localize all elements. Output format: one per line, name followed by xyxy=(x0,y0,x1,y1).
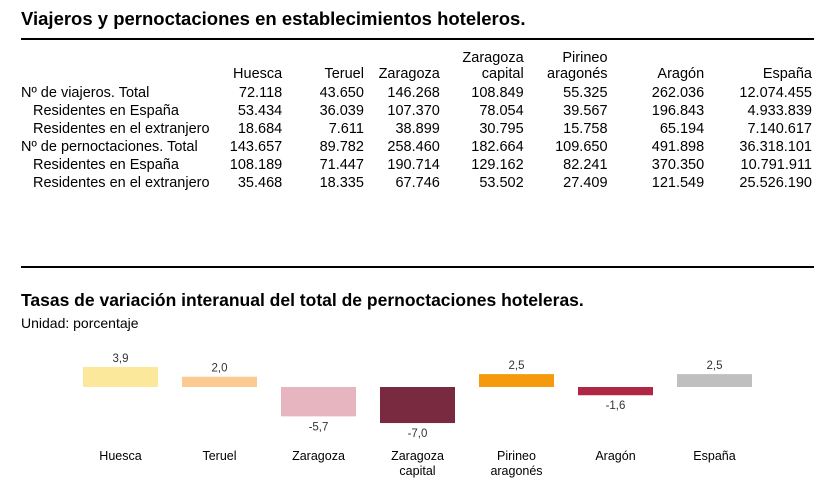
table-cell: 72.118 xyxy=(238,85,283,101)
data-label: -7,0 xyxy=(408,428,428,440)
table-cell: 121.549 xyxy=(651,175,705,191)
bar xyxy=(83,366,158,387)
column-header: Huesca xyxy=(233,66,283,82)
table-cell: 36.318.101 xyxy=(739,139,812,155)
table-row: Residentes en el extranjero 18.684 7.611 38… xyxy=(21,120,814,138)
data-label: 2,0 xyxy=(212,363,228,375)
category-label: España xyxy=(693,449,735,463)
table-cell: 53.434 xyxy=(237,103,283,119)
row-label: Residentes en el extranjero xyxy=(33,121,210,137)
table-cell: 39.567 xyxy=(563,103,608,119)
row-label: Residentes en España xyxy=(33,103,179,119)
row-label: Residentes en el extranjero xyxy=(33,175,210,191)
category-label: capital xyxy=(399,464,435,478)
table-cell: 30.795 xyxy=(479,121,524,137)
table-cell: 65.194 xyxy=(659,121,705,137)
data-label: -1,6 xyxy=(606,400,626,412)
column-header: Aragón xyxy=(657,66,705,82)
table-cell: 108.189 xyxy=(229,157,283,173)
header-corner xyxy=(21,50,212,84)
table-row: Nº de viajeros. Total 72.118 43.650 146.268… xyxy=(21,84,814,102)
chart-unit: Unidad: porcentaje xyxy=(21,315,139,331)
category-label: Aragón xyxy=(595,449,635,463)
bar-chart: 3,9 Huesca 2,0 Teruel -5,7 Zaragoza -7,0 Zarago… xyxy=(83,353,752,478)
row-label: Residentes en España xyxy=(33,157,179,173)
table-cell: 35.468 xyxy=(237,175,283,191)
category-label: Pirineo xyxy=(497,449,536,463)
data-label: 2,5 xyxy=(509,360,525,372)
table-cell: 491.898 xyxy=(651,139,705,155)
table-row: Nº de pernoctaciones. Total 143.657 89.782… xyxy=(21,138,814,156)
category-label: Teruel xyxy=(202,449,236,463)
table-bottom-rule xyxy=(21,266,814,268)
table-row: Residentes en el extranjero 35.468 18.335 6… xyxy=(21,174,814,192)
data-label: 2,5 xyxy=(707,360,723,372)
table-cell: 78.054 xyxy=(479,103,524,119)
bar xyxy=(677,374,752,387)
column-header: Teruel xyxy=(324,66,364,82)
table-cell: 67.746 xyxy=(395,175,440,191)
column-header: España xyxy=(762,66,812,82)
table-cell: 38.899 xyxy=(395,121,440,137)
table-cell: 143.657 xyxy=(229,139,283,155)
table-cell: 182.664 xyxy=(471,139,524,155)
table-cell: 18.335 xyxy=(319,175,364,191)
table-cell: 107.370 xyxy=(387,103,440,119)
table-cell: 4.933.839 xyxy=(747,103,812,119)
table-cell: 55.325 xyxy=(563,85,608,101)
table-row: Residentes en España 53.434 36.039 107.370 7… xyxy=(21,102,814,120)
table-cell: 10.791.911 xyxy=(740,157,813,173)
column-header: Pirineo aragonés xyxy=(547,50,608,82)
table-cell: 89.782 xyxy=(319,139,364,155)
table-cell: 71.447 xyxy=(319,157,364,173)
table-cell: 108.849 xyxy=(471,85,524,101)
category-label: Zaragoza xyxy=(292,449,345,463)
category-label: aragonés xyxy=(490,464,542,478)
table-cell: 129.162 xyxy=(471,157,524,173)
table-cell: 36.039 xyxy=(319,103,364,119)
table-cell: 196.843 xyxy=(651,103,705,119)
data-label: -5,7 xyxy=(309,421,329,433)
row-label: Nº de pernoctaciones. Total xyxy=(21,139,198,155)
table-row: Residentes en España 108.189 71.447 190.714… xyxy=(21,156,814,174)
table-header-row: Huesca Teruel Zaragoza Zaragoza capital P… xyxy=(21,50,814,84)
table-cell: 15.758 xyxy=(563,121,608,137)
table-cell: 82.241 xyxy=(563,157,608,173)
category-label: Huesca xyxy=(99,449,141,463)
row-label: Nº de viajeros. Total xyxy=(21,85,150,101)
column-header: Zaragoza capital xyxy=(462,50,524,82)
table-cell: 18.684 xyxy=(237,121,283,137)
chart-title: Tasas de variación interanual del total … xyxy=(21,290,584,310)
bar xyxy=(380,387,455,424)
stats-table: Huesca Teruel Zaragoza Zaragoza capital P… xyxy=(21,50,814,192)
table-cell: 12.074.455 xyxy=(739,85,812,101)
column-header: Zaragoza xyxy=(378,66,440,82)
table-cell: 43.650 xyxy=(319,85,364,101)
bar xyxy=(182,376,257,387)
data-label: 3,9 xyxy=(113,353,129,365)
table-cell: 109.650 xyxy=(555,139,608,155)
table-cell: 370.350 xyxy=(651,157,705,173)
table-cell: 53.502 xyxy=(479,175,524,191)
bar xyxy=(578,387,653,396)
table-title: Viajeros y pernoctaciones en establecimi… xyxy=(21,8,526,29)
table-top-rule xyxy=(21,38,814,40)
bar xyxy=(281,387,356,417)
table-cell: 27.409 xyxy=(563,175,608,191)
category-label: Zaragoza xyxy=(391,449,444,463)
table-cell: 146.268 xyxy=(387,85,440,101)
table-cell: 7.611 xyxy=(328,121,364,137)
table-cell: 7.140.617 xyxy=(747,121,812,137)
table-cell: 190.714 xyxy=(387,157,440,173)
table-cell: 25.526.190 xyxy=(739,175,812,191)
table-cell: 258.460 xyxy=(387,139,440,155)
table-cell: 262.036 xyxy=(651,85,705,101)
bar xyxy=(479,374,554,387)
